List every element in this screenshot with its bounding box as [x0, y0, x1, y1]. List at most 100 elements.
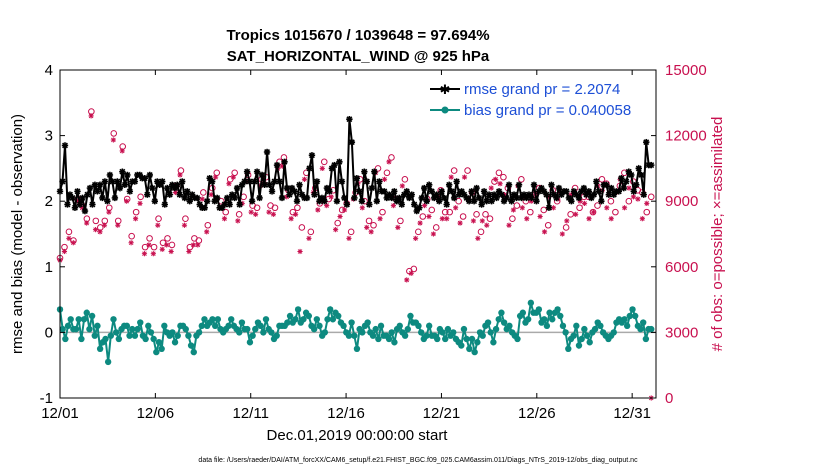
- obs-possible-point: [594, 202, 601, 209]
- rmse-point: [423, 198, 430, 205]
- bias-point: [458, 342, 465, 349]
- obs-possible-point: [204, 221, 212, 229]
- obs-possible-point: [647, 193, 655, 201]
- bias-point: [353, 345, 361, 352]
- obs-assimilated-point: [537, 213, 543, 220]
- bias-point: [642, 335, 650, 343]
- rmse-point: [630, 188, 637, 195]
- obs-assimilated-point: [573, 211, 579, 217]
- rmse-point: [593, 178, 600, 185]
- obs-assimilated-point: [293, 211, 299, 217]
- rmse-point: [368, 184, 376, 192]
- obs-assimilated-point: [484, 222, 490, 228]
- y-tick-label-left: 0: [45, 324, 53, 341]
- obs-possible-point: [500, 173, 507, 181]
- rmse-point: [276, 178, 283, 185]
- rmse-point: [106, 171, 114, 179]
- obs-possible-point: [137, 193, 144, 201]
- rmse-point: [568, 198, 575, 205]
- rmse-point: [258, 171, 266, 179]
- obs-assimilated-point: [635, 196, 641, 202]
- rmse-point: [530, 181, 538, 188]
- rmse-point: [608, 184, 615, 192]
- y-tick-label-left: -1: [40, 390, 53, 407]
- bias-point: [145, 322, 152, 330]
- bias-point: [554, 306, 561, 313]
- obs-possible-point: [441, 208, 449, 216]
- rmse-point: [388, 194, 395, 202]
- obs-assimilated-point: [186, 248, 192, 255]
- rmse-point: [151, 198, 158, 205]
- rmse-point: [633, 181, 640, 188]
- rmse-point: [111, 194, 119, 202]
- obs-assimilated-point: [399, 183, 405, 189]
- rmse-point: [166, 191, 173, 198]
- obs-possible-point: [65, 228, 73, 236]
- rmse-point: [141, 175, 149, 182]
- rmse-point: [313, 178, 321, 185]
- obs-assimilated-point: [519, 205, 525, 211]
- bias-point: [86, 325, 93, 333]
- bias-point: [102, 335, 109, 343]
- obs-possible-point: [513, 202, 521, 209]
- rmse-point: [76, 201, 84, 208]
- bias-point: [640, 319, 647, 326]
- rmse-point: [71, 204, 79, 211]
- obs-possible-point: [562, 224, 570, 231]
- rmse-point: [149, 184, 156, 192]
- rmse-point: [438, 188, 445, 195]
- rmse-point: [253, 168, 261, 175]
- obs-assimilated-point: [590, 209, 597, 215]
- rmse-point: [508, 198, 515, 205]
- bias-point: [126, 332, 133, 339]
- rmse-point: [86, 184, 94, 192]
- obs-assimilated-point: [124, 198, 130, 204]
- bias-point: [257, 322, 264, 330]
- bias-point: [434, 335, 441, 343]
- rmse-point: [341, 194, 348, 202]
- obs-possible-point: [518, 176, 525, 183]
- bias-point: [351, 332, 358, 339]
- rmse-point: [450, 194, 458, 202]
- bias-point: [631, 312, 639, 320]
- bias-point: [292, 316, 299, 323]
- obs-assimilated-point: [70, 240, 76, 246]
- obs-assimilated-point: [137, 200, 143, 206]
- bias-point: [425, 322, 433, 330]
- rmse-point: [440, 194, 448, 202]
- bias-point: [345, 332, 353, 339]
- rmse-point: [338, 178, 346, 185]
- rmse-point: [628, 171, 635, 179]
- rmse-point: [208, 178, 216, 185]
- obs-possible-point: [625, 197, 633, 205]
- obs-possible-point: [477, 228, 485, 236]
- rmse-point: [598, 198, 605, 205]
- bias-point: [268, 329, 275, 336]
- rmse-point: [174, 181, 181, 188]
- bias-point: [490, 339, 497, 346]
- bias-point: [252, 325, 259, 333]
- bias-point: [171, 339, 179, 346]
- obs-possible-point: [132, 208, 140, 216]
- data-file-footnote: data file: /Users/raeder/DAI/ATM_forcXX/…: [198, 457, 638, 464]
- bias-point: [575, 342, 583, 349]
- obs-assimilated-point: [328, 194, 334, 200]
- bias-point: [396, 322, 403, 330]
- obs-assimilated-point: [319, 165, 325, 171]
- obs-possible-point: [486, 215, 494, 222]
- rmse-point: [233, 184, 241, 192]
- rmse-point: [321, 198, 328, 205]
- bias-point: [407, 312, 414, 320]
- rmse-point: [333, 198, 341, 205]
- left-y-ticks: -1 0 1 2 3 4: [40, 62, 65, 407]
- obs-assimilated-point: [195, 242, 201, 248]
- rmse-point: [548, 181, 555, 188]
- rmse-point: [266, 181, 273, 188]
- obs-possible-point: [307, 228, 315, 236]
- obs-assimilated-point: [586, 216, 592, 222]
- bias-point: [147, 329, 155, 336]
- bias-point: [570, 332, 577, 339]
- rmse-point: [124, 171, 131, 179]
- obs-possible-point: [643, 208, 651, 216]
- bias-series-layer: [56, 299, 655, 366]
